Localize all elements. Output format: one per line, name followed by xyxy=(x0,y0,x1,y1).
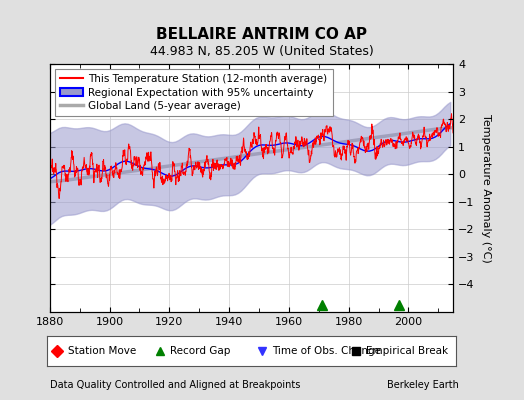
Text: Empirical Break: Empirical Break xyxy=(366,346,448,356)
Y-axis label: Temperature Anomaly (°C): Temperature Anomaly (°C) xyxy=(481,114,492,262)
Text: Berkeley Earth: Berkeley Earth xyxy=(387,380,458,390)
Text: BELLAIRE ANTRIM CO AP: BELLAIRE ANTRIM CO AP xyxy=(157,27,367,42)
Text: Data Quality Controlled and Aligned at Breakpoints: Data Quality Controlled and Aligned at B… xyxy=(50,380,300,390)
Legend: This Temperature Station (12-month average), Regional Expectation with 95% uncer: This Temperature Station (12-month avera… xyxy=(55,69,333,116)
Text: Time of Obs. Change: Time of Obs. Change xyxy=(272,346,381,356)
Text: 44.983 N, 85.205 W (United States): 44.983 N, 85.205 W (United States) xyxy=(150,45,374,58)
Text: Record Gap: Record Gap xyxy=(170,346,230,356)
Text: Station Move: Station Move xyxy=(68,346,136,356)
